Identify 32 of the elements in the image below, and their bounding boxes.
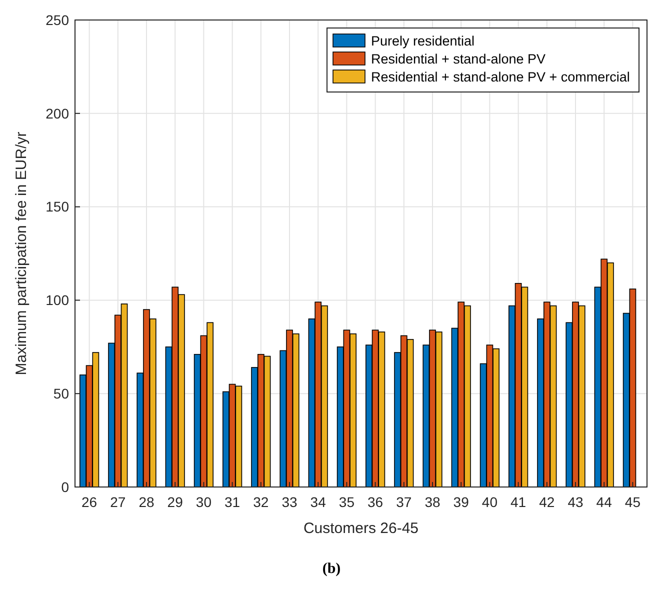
x-tick-label: 32	[253, 494, 269, 510]
legend-label: Purely residential	[371, 34, 475, 49]
y-tick-label: 50	[53, 386, 70, 402]
y-tick-label: 250	[46, 12, 70, 28]
x-tick-label: 34	[310, 494, 326, 510]
x-tick-label: 35	[338, 494, 355, 510]
legend-label: Residential + stand-alone PV + commercial	[371, 70, 630, 85]
x-tick-label: 31	[224, 494, 240, 510]
x-tick-label: 43	[568, 494, 584, 510]
x-tick-label: 40	[482, 494, 498, 510]
x-tick-label: 36	[368, 494, 384, 510]
y-tick-label: 100	[46, 292, 70, 308]
y-tick-label: 0	[61, 478, 70, 495]
legend-label: Residential + stand-alone PV	[371, 52, 546, 67]
x-tick-label: 29	[167, 494, 184, 510]
x-tick-label: 45	[624, 494, 641, 510]
x-tick-label: 39	[453, 494, 470, 510]
x-tick-label: 44	[596, 494, 612, 510]
x-tick-label: 38	[424, 494, 440, 510]
x-tick-label: 33	[282, 494, 298, 510]
text: (b)	[322, 561, 341, 577]
x-tick-label: 41	[510, 494, 526, 510]
x-axis-title: Customers 26-45	[303, 520, 419, 537]
x-tick-label: 37	[396, 494, 412, 510]
y-tick-label: 200	[46, 105, 70, 122]
x-tick-label: 42	[539, 494, 555, 510]
x-tick-label: 26	[82, 494, 98, 510]
x-tick-label: 30	[196, 494, 212, 510]
y-axis-title: Maximum participation fee in EUR/yr	[13, 132, 30, 376]
x-tick-label: 27	[110, 494, 126, 510]
x-tick-label: 28	[138, 494, 154, 510]
y-tick-label: 150	[46, 198, 70, 215]
